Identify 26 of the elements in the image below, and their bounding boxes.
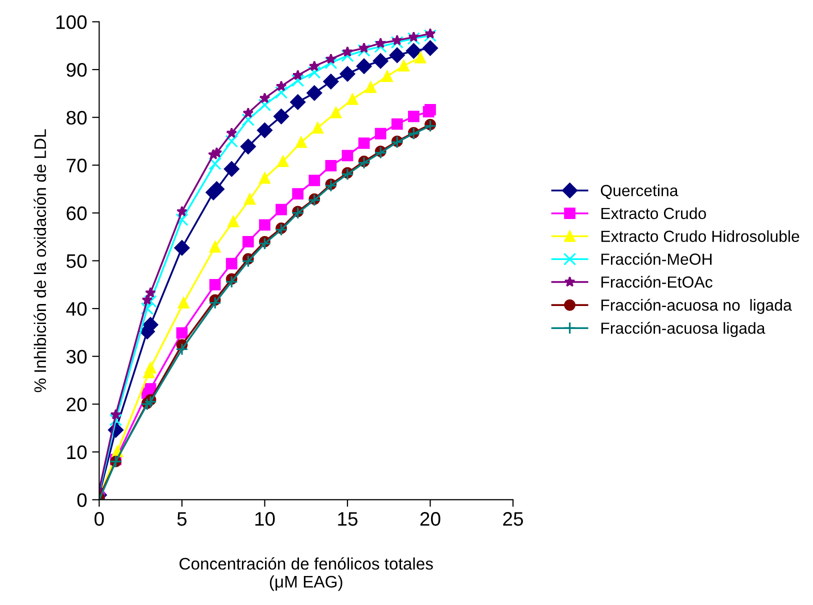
y-tick-label: 20 <box>66 398 87 412</box>
y-axis-title: % Inhibición de la oxidación de LDL <box>34 129 46 392</box>
legend-label: Quercetina <box>600 184 678 200</box>
y-tick-label: 100 <box>56 15 87 30</box>
y-tick-label: 30 <box>66 350 87 364</box>
legend-label: Extracto Crudo <box>601 207 706 220</box>
x-tick-label: 0 <box>94 512 104 526</box>
y-tick-label: 0 <box>77 493 87 507</box>
y-tick-label: 70 <box>66 158 87 172</box>
x-axis-title: Concentración de fenólicos totales (μM EAG) <box>180 557 433 591</box>
y-tick-label: 80 <box>66 110 87 125</box>
y-tick-label: 90 <box>66 63 87 77</box>
y-tick-label: 40 <box>66 302 87 316</box>
y-tick-label: 60 <box>66 206 87 220</box>
x-tick-label: 15 <box>338 512 358 526</box>
legend-label: Extracto Crudo Hidrosoluble <box>601 230 800 242</box>
y-tick-label: 50 <box>66 254 87 268</box>
legend-label: Fracción-EtOAc <box>601 276 712 288</box>
legend-label: Fracción-acuosa no ligada <box>601 298 792 314</box>
x-tick-label: 20 <box>420 512 440 526</box>
x-tick-label: 10 <box>255 512 275 526</box>
legend-label: Fracción-MeOH <box>601 252 712 265</box>
y-tick-label: 10 <box>67 445 87 460</box>
x-tick-label: 25 <box>503 512 524 526</box>
legend-label: Fracción-acuosa ligada <box>601 322 766 338</box>
x-tick-label: 5 <box>177 512 187 526</box>
